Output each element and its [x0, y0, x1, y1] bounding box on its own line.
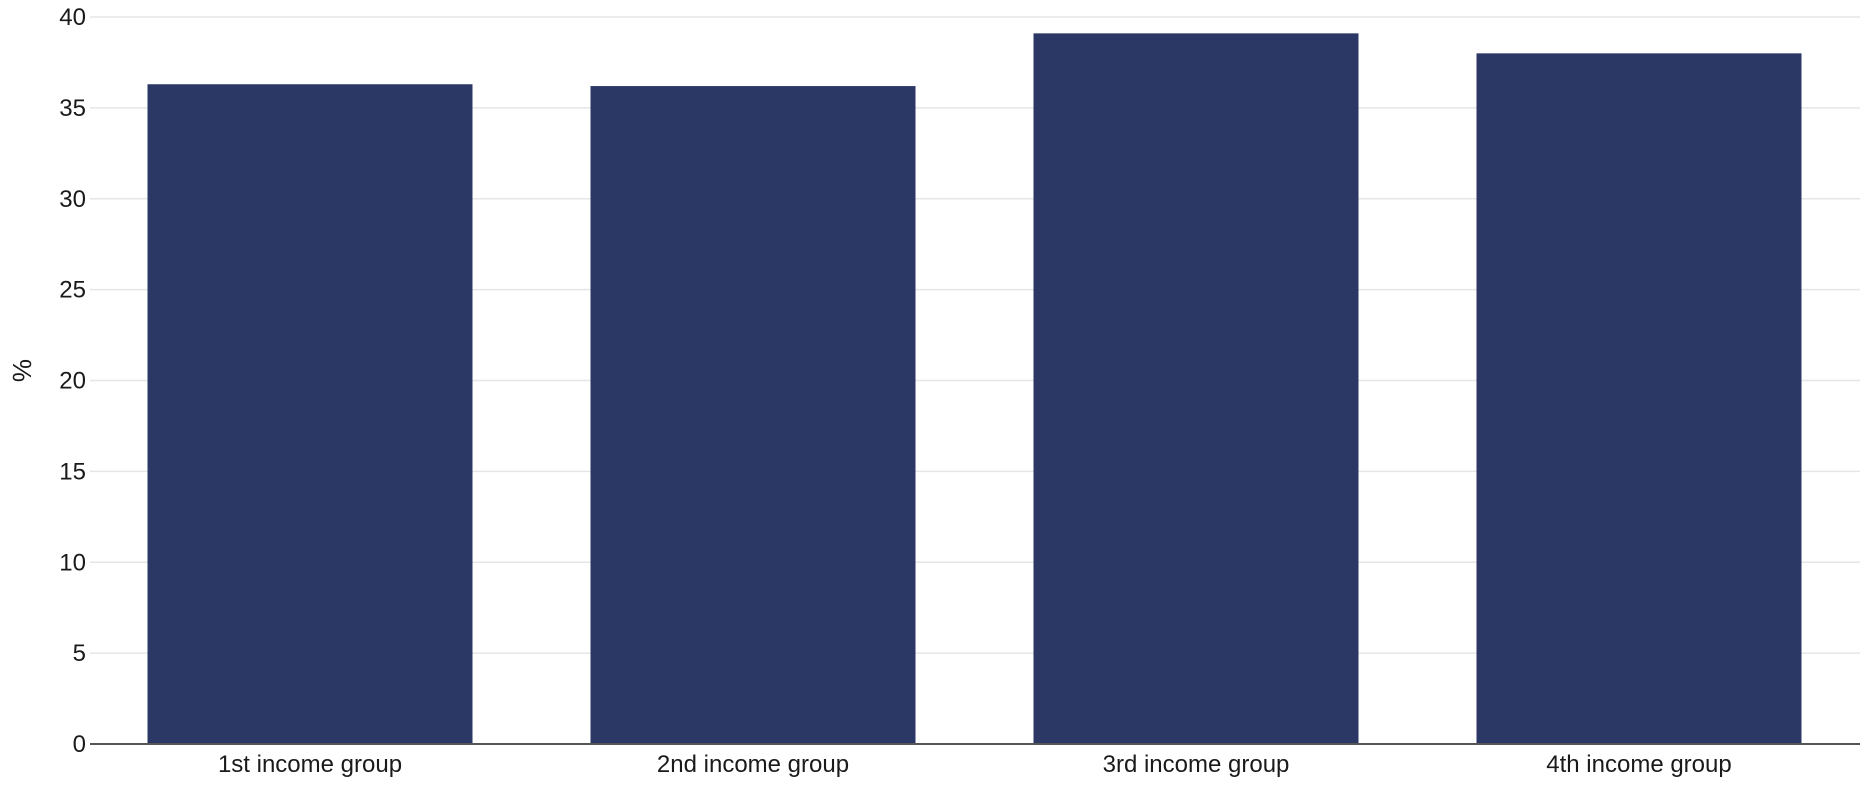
x-tick-label: 3rd income group: [1103, 751, 1290, 778]
y-tick-label: 20: [59, 368, 86, 395]
y-tick-label: 40: [59, 4, 86, 31]
y-tick-label: 15: [59, 458, 86, 485]
bar: [147, 84, 473, 745]
y-tick-label: 5: [73, 640, 86, 667]
x-tick-label: 1st income group: [218, 751, 402, 778]
y-tick-label: 0: [73, 731, 86, 758]
y-tick-label: 10: [59, 549, 86, 576]
bars: [147, 33, 1802, 746]
y-tick-label: 35: [59, 95, 86, 122]
y-tick-label: 30: [59, 186, 86, 213]
y-axis-label: %: [7, 359, 37, 382]
x-axis-ticks: 1st income group 2nd income group 3rd inco…: [218, 751, 1732, 778]
x-tick-label: 2nd income group: [657, 751, 849, 778]
y-tick-label: 25: [59, 277, 86, 304]
x-tick-label: 4th income group: [1546, 751, 1731, 778]
bar: [1033, 33, 1359, 746]
bar: [590, 86, 916, 745]
y-axis-ticks: 0 5 10 15 20 25 30 35 40: [59, 4, 86, 758]
bar: [1476, 53, 1802, 746]
